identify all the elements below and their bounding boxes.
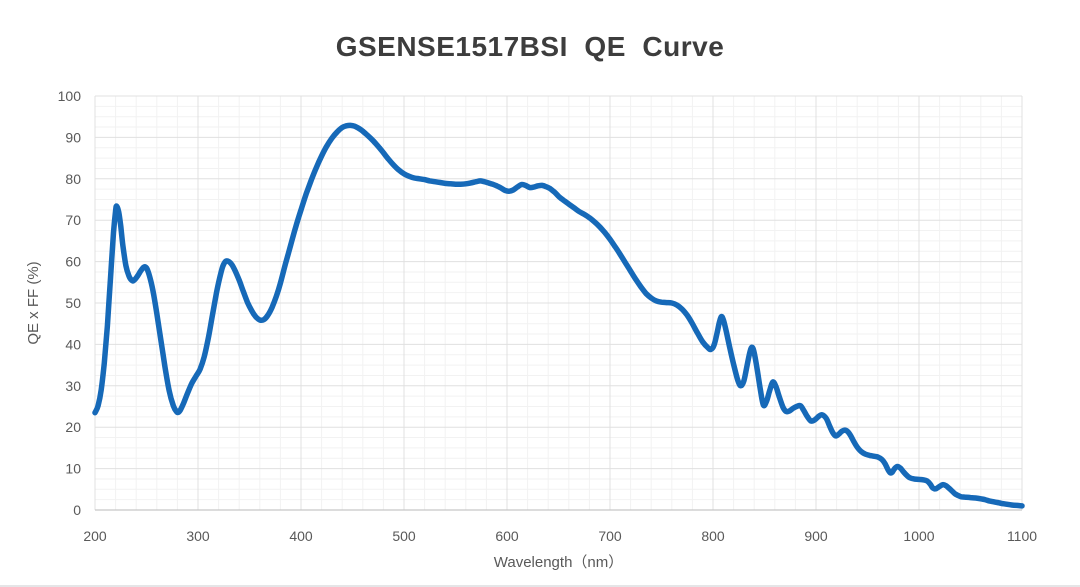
y-tick-label: 100	[58, 88, 82, 104]
y-tick-label: 30	[65, 378, 81, 394]
y-tick-labels: 0 10 20 30 40 50 60 70 80 90 100	[58, 88, 82, 518]
qe-curve-line	[92, 122, 1025, 509]
y-tick-label: 90	[65, 129, 81, 145]
chart-title: GSENSE1517BSI QE Curve	[335, 31, 725, 62]
y-tick-label: 70	[65, 212, 81, 228]
y-tick-label: 80	[65, 171, 81, 187]
y-tick-label: 50	[65, 295, 81, 311]
y-tick-label: 40	[65, 336, 81, 352]
x-tick-label: 200	[83, 528, 107, 544]
x-tick-label: 800	[701, 528, 725, 544]
x-axis-title: Wavelength（nm）	[494, 554, 624, 571]
y-tick-label: 60	[65, 254, 81, 270]
y-tick-label: 10	[65, 461, 81, 477]
x-tick-label: 1000	[903, 528, 934, 544]
x-tick-label: 400	[289, 528, 313, 544]
x-tick-label: 600	[495, 528, 519, 544]
x-tick-labels: 200 300 400 500 600 700 800 900 1000 1100	[83, 528, 1037, 544]
y-tick-label: 0	[73, 502, 81, 518]
y-tick-label: 20	[65, 419, 81, 435]
x-tick-label: 700	[598, 528, 622, 544]
grid-major-lines	[94, 95, 1023, 511]
bottom-divider	[0, 584, 1080, 587]
x-tick-label: 1100	[1007, 528, 1037, 544]
y-axis-title: QE x FF (%)	[25, 261, 42, 344]
x-tick-label: 500	[392, 528, 416, 544]
x-tick-label: 300	[186, 528, 210, 544]
x-tick-label: 900	[804, 528, 828, 544]
